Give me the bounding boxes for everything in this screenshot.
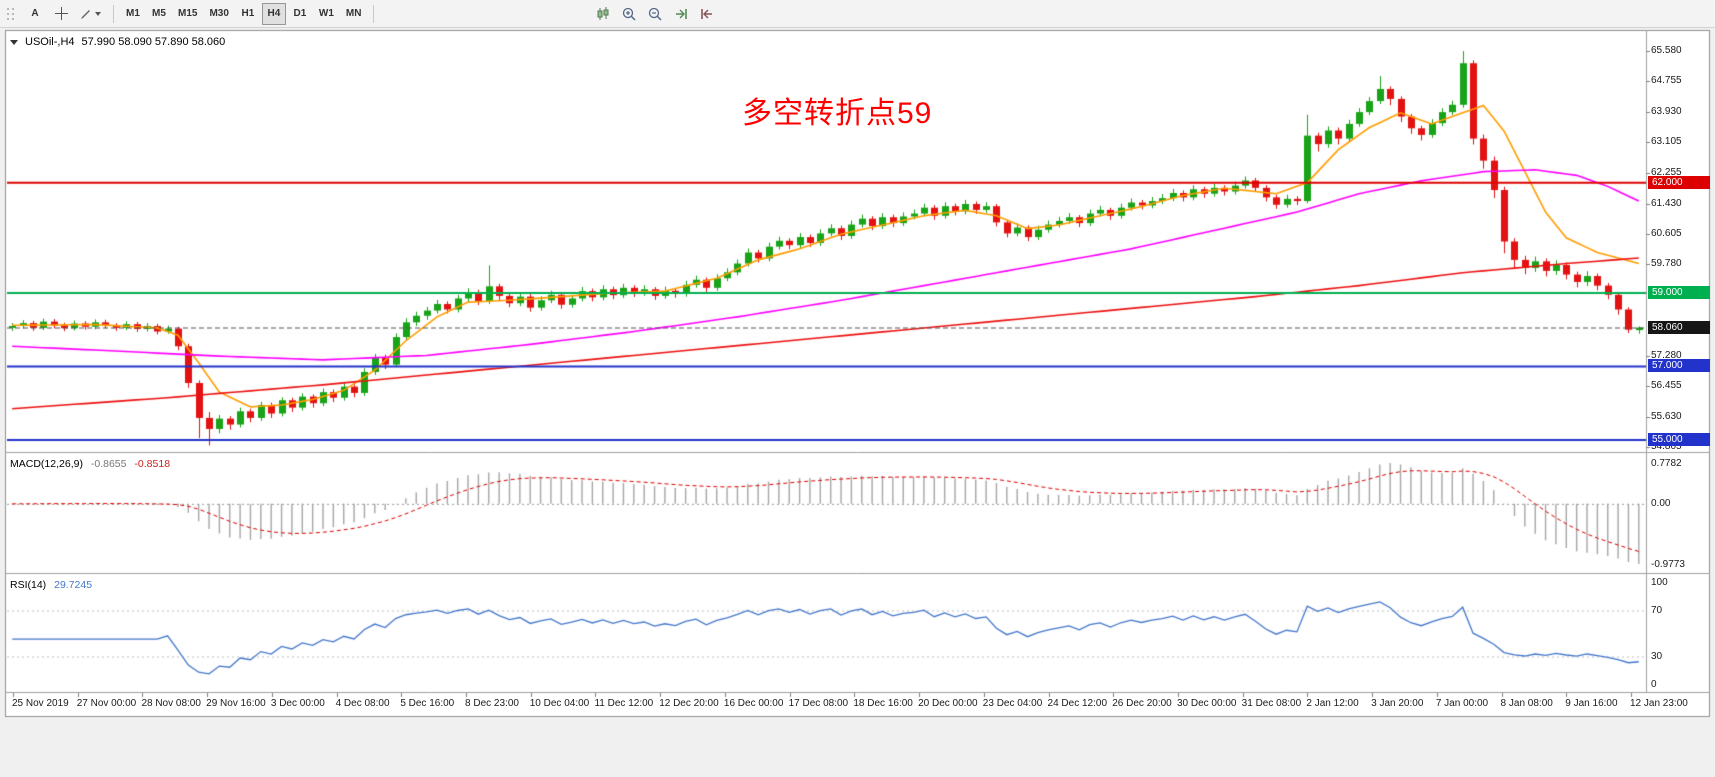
candlestick-chart-icon: [597, 6, 609, 20]
timeframe-group: M1 M5 M15 M30 H1 H4 D1 W1 MN: [120, 2, 367, 25]
chart-shift-button[interactable]: [695, 3, 719, 25]
draw-tools-button[interactable]: [75, 3, 106, 25]
zoom-in-button[interactable]: [617, 3, 641, 25]
auto-scroll-button[interactable]: [669, 3, 693, 25]
timeframe-button-m1[interactable]: M1: [121, 3, 145, 25]
candlestick-chart-button[interactable]: [591, 3, 615, 25]
one-click-trading-toggle[interactable]: [10, 39, 18, 45]
timeframe-button-w1[interactable]: W1: [314, 3, 339, 25]
time-scale[interactable]: [5, 693, 1710, 717]
timeframe-button-m5[interactable]: M5: [147, 3, 171, 25]
timeframe-button-d1[interactable]: D1: [288, 3, 312, 25]
text-tool-button[interactable]: A: [23, 3, 47, 25]
crosshair-tool-button[interactable]: [49, 3, 73, 25]
chevron-down-icon: [95, 11, 101, 16]
chart-tools-group: [590, 3, 720, 25]
toolbar: A M1 M5 M15 M30 H1 H4 D1 W1 MN: [0, 0, 1715, 28]
timeframe-button-h4[interactable]: H4: [261, 2, 286, 25]
pencil-icon: [81, 9, 90, 19]
zoom-out-button[interactable]: [643, 3, 667, 25]
timeframe-button-mn[interactable]: MN: [341, 3, 367, 25]
crosshair-icon: [54, 7, 68, 20]
zoom-out-icon: [649, 7, 662, 21]
price-scale[interactable]: [1647, 30, 1710, 693]
toolbar-separator: [113, 4, 114, 23]
chart-annotation-text[interactable]: 多空转折点59: [742, 97, 933, 130]
zoom-in-icon: [623, 7, 636, 21]
timeframe-button-m15[interactable]: M15: [173, 3, 202, 25]
toolbar-separator: [373, 4, 375, 23]
timeframe-button-h1[interactable]: H1: [236, 3, 260, 25]
toolbar-grip-icon[interactable]: [6, 7, 16, 21]
auto-scroll-icon: [676, 8, 688, 19]
chart-shift-icon: [701, 8, 713, 19]
timeframe-button-m30[interactable]: M30: [204, 3, 233, 25]
